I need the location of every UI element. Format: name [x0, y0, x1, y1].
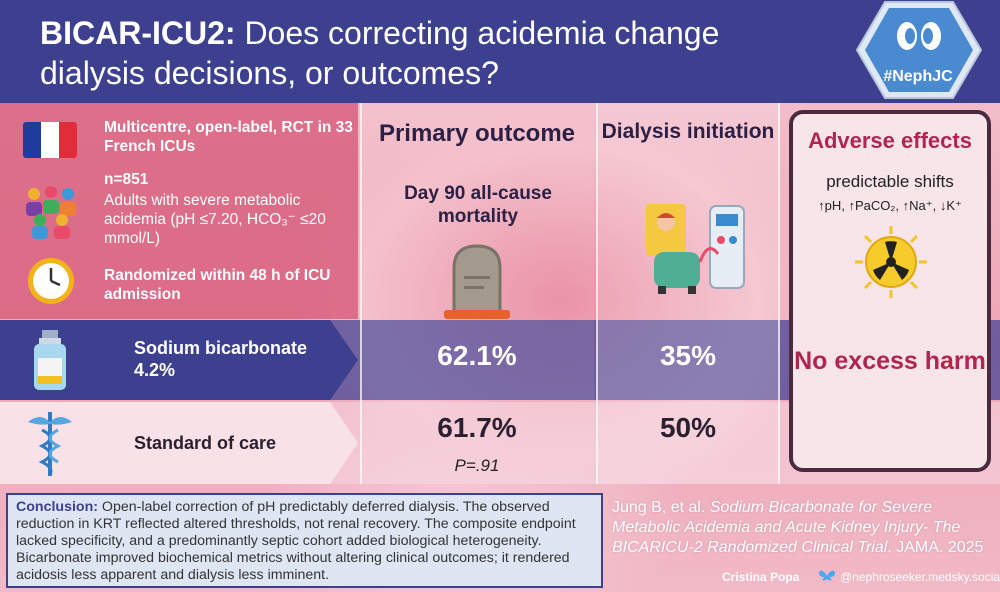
sample-size: n=851: [104, 171, 149, 188]
badge-label: #NephJC: [883, 68, 953, 85]
adverse-effects-panel: Adverse effects predictable shifts ↑pH, …: [789, 110, 991, 472]
people-group-icon: [26, 186, 76, 239]
control-label: Standard of care: [134, 433, 277, 453]
bicarbonate-vial-icon: [34, 330, 66, 390]
dialysis-control-value: 50%: [659, 412, 717, 443]
adverse-verdict: No excess harm: [794, 347, 986, 375]
adverse-heading: Adverse effects: [808, 128, 972, 153]
adverse-subheading: predictable shifts: [826, 172, 954, 191]
header-banner: BICAR-ICU2: Does correcting acidemia cha…: [0, 0, 1000, 103]
dialysis-intervention-value: 35%: [659, 340, 717, 371]
control-arrow: [0, 402, 358, 484]
author-credit: Cristina Popa: [722, 570, 800, 584]
caduceus-icon: [28, 412, 72, 476]
dialysis-machine-icon: [646, 204, 745, 294]
primary-control-value: 61.7%: [437, 412, 517, 443]
hazard-icon: [855, 226, 927, 298]
tombstone-icon: [444, 244, 510, 319]
france-flag-icon: [23, 122, 77, 158]
butterfly-icon: [819, 570, 835, 581]
conclusion-text: Open-label correction of pH predictably …: [16, 499, 576, 583]
population-criteria: Adults with severe metabolic acidemia (p…: [104, 192, 326, 247]
intervention-label: Sodium bicarbonate 4.2%: [134, 338, 308, 380]
intervention-arrow: [0, 320, 358, 400]
conclusion-box: Conclusion: Open-label correction of pH …: [6, 493, 603, 588]
citation: Jung B, et al. Sodium Bicarbonate for Se…: [612, 499, 984, 556]
study-design: Multicentre, open-label, RCT in 33 Frenc…: [104, 119, 353, 155]
page-title: BICAR-ICU2: Does correcting acidemia cha…: [40, 15, 720, 91]
randomization-window: Randomized within 48 h of ICU admission: [104, 267, 331, 303]
p-value: P=.91: [454, 456, 500, 475]
primary-outcome-measure: Day 90 all-cause mortality: [404, 183, 552, 227]
conclusion-label: Conclusion:: [16, 499, 98, 515]
dialysis-heading: Dialysis initiation: [601, 120, 775, 143]
primary-outcome-heading: Primary outcome: [378, 120, 576, 147]
clock-icon: [28, 258, 74, 304]
social-handle: @nephroseeker.medsky.social: [840, 570, 1000, 584]
nephjc-logo: [855, 1, 983, 99]
adverse-shifts: ↑pH, ↑PaCO₂, ↑Na⁺, ↓K⁺: [818, 198, 962, 213]
primary-intervention-value: 62.1%: [437, 340, 517, 371]
